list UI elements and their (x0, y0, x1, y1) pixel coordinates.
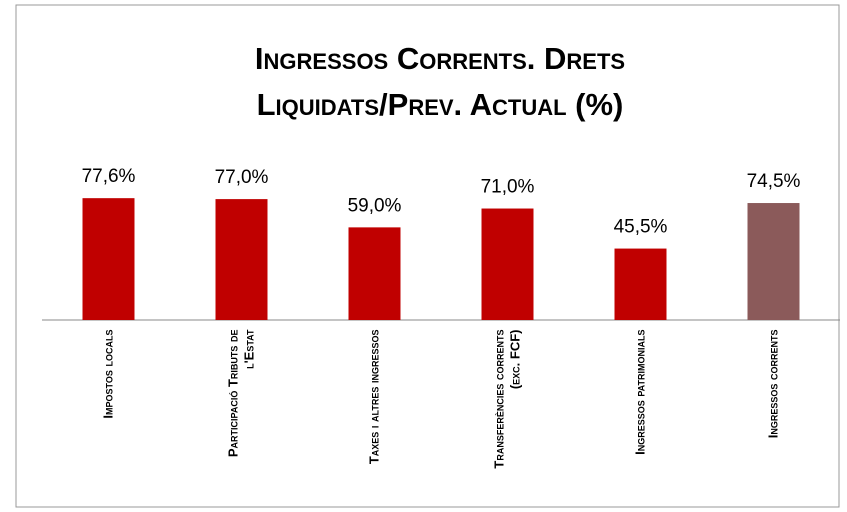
bar (82, 198, 135, 320)
chart-title: Ingressos Corrents. Drets Liquidats/Prev… (254, 41, 626, 122)
chart-frame (15, 4, 840, 508)
x-tick-label: Participació Tributs de l'Estat (225, 329, 257, 458)
value-label: 77,6% (82, 166, 136, 187)
bar (614, 248, 667, 320)
bar (215, 199, 268, 320)
value-label: 77,0% (215, 167, 269, 188)
x-tick-label: Impostos locals (100, 329, 116, 419)
bar (747, 203, 800, 320)
value-label: 71,0% (481, 177, 535, 198)
value-label: 45,5% (614, 217, 668, 238)
x-tick-label: Ingressos patrimonials (632, 329, 648, 455)
x-tick-label: Transferències corrents (exc. FCF) (491, 329, 523, 469)
bar (481, 208, 534, 320)
value-label: 59,0% (348, 195, 402, 216)
x-tick-label: Ingressos corrents (765, 329, 781, 439)
x-tick-label: Taxes i altres ingressos (366, 329, 382, 465)
bar (348, 227, 401, 320)
value-label: 74,5% (747, 171, 801, 192)
